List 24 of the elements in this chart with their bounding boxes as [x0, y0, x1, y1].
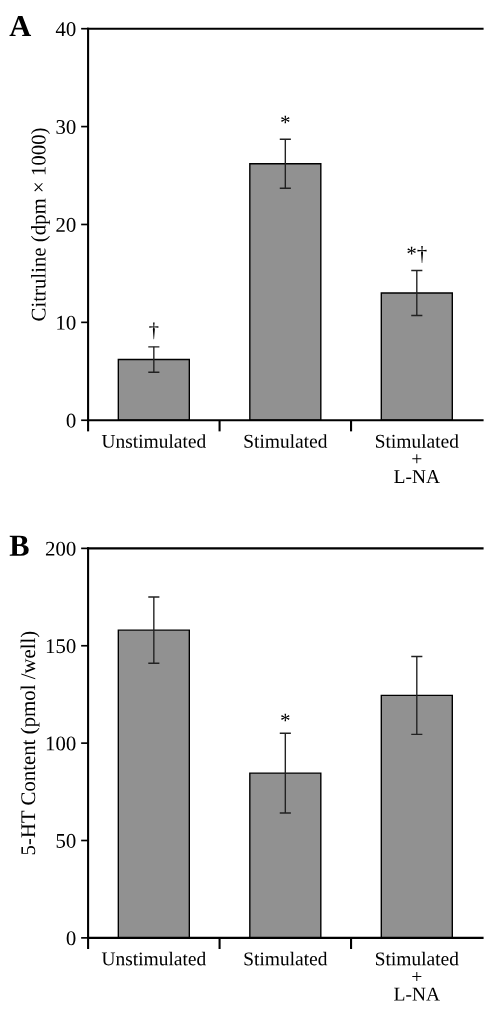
chart-title: B: [9, 535, 29, 556]
y-tick-label: 0: [66, 413, 76, 428]
y-tick-label: 10: [57, 315, 76, 330]
annotation: *†: [407, 246, 427, 263]
annotation: *: [281, 713, 290, 722]
y-tick-label: 20: [56, 217, 76, 232]
x-tick-label: Unstimulated: [101, 951, 206, 966]
chart-title: A: [9, 15, 32, 37]
annotation: *: [281, 115, 290, 124]
x-tick-label: Stimulated + L-NA: [375, 951, 459, 1001]
y-tick-label: 200: [45, 541, 76, 556]
y-tick-label: 30: [56, 119, 76, 135]
y-tick-label: 40: [55, 22, 76, 37]
x-tick-label: Stimulated: [244, 434, 328, 448]
annotation: †: [149, 322, 159, 340]
y-tick-label: 0: [66, 931, 76, 946]
x-tick-label: Stimulated + L-NA: [375, 434, 459, 483]
y-axis-title: 5-HT Content (pmol /well): [20, 631, 40, 855]
y-tick-label: 100: [46, 736, 76, 751]
y-axis-title: Citruline (dpm × 1000): [31, 128, 50, 321]
x-tick-label: Unstimulated: [101, 434, 206, 448]
y-tick-label: 150: [46, 639, 76, 654]
y-tick-label: 50: [56, 833, 76, 848]
x-tick-label: Stimulated: [244, 951, 328, 966]
